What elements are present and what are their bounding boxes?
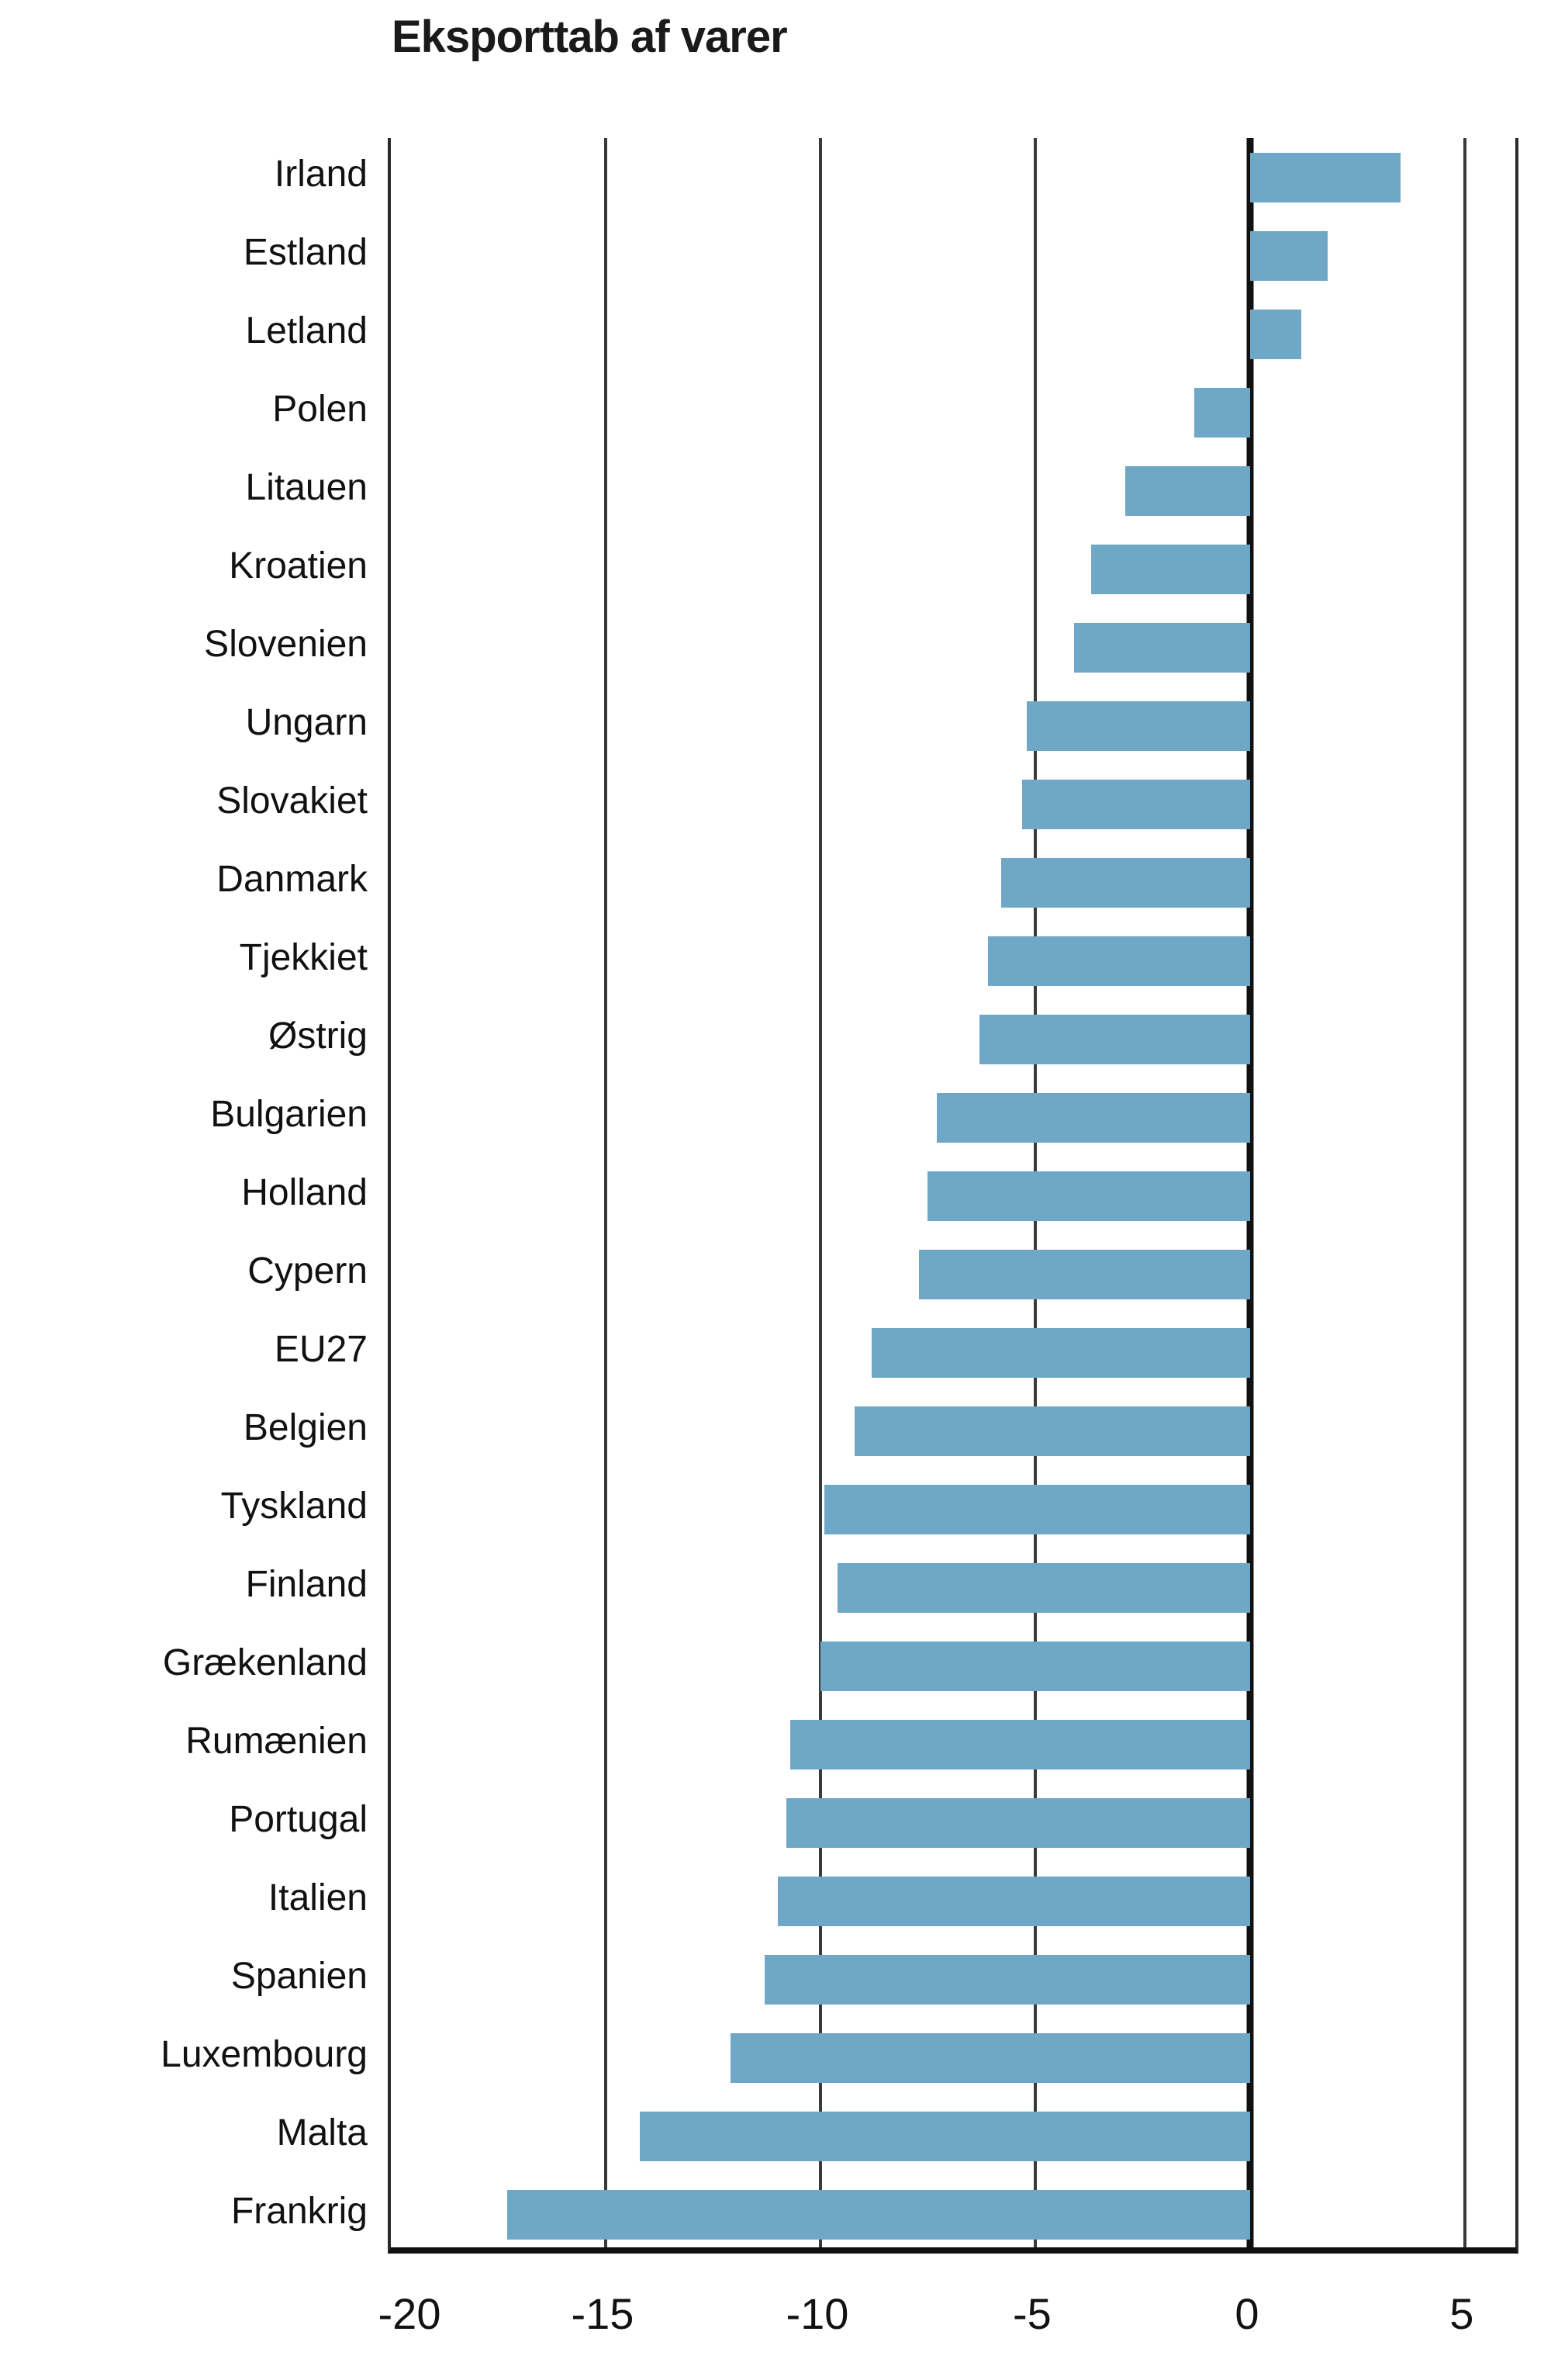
bar <box>1026 701 1250 751</box>
bar-row: Luxembourg <box>161 2019 1515 2097</box>
bar-row: Litauen <box>246 451 1515 530</box>
bar-row: Tjekkiet <box>240 922 1515 1000</box>
category-label: Frankrig <box>230 2190 368 2232</box>
plot-area: Irland Estland Letland Polen Litauen Kroatien… <box>161 138 1518 2254</box>
bar <box>764 1954 1250 2005</box>
bar-row: Finland <box>246 1548 1515 1627</box>
bar <box>838 1562 1250 1613</box>
bar <box>1090 544 1250 594</box>
bar-row: Frankrig <box>231 2175 1515 2254</box>
category-label: Tjekkiet <box>239 936 368 978</box>
bar-row: Slovenien <box>204 608 1515 687</box>
bar-row: Rumænien <box>185 1705 1515 1783</box>
bar-row: Cypern <box>247 1235 1515 1313</box>
gridline <box>1463 138 1466 2247</box>
bar <box>790 1719 1250 1769</box>
bar <box>506 2189 1250 2240</box>
category-label: Spanien <box>230 1955 368 1997</box>
bar-row: Grækenland <box>163 1627 1515 1705</box>
bar-row: EU27 <box>275 1313 1515 1392</box>
x-tick-label: -10 <box>786 2289 849 2338</box>
bar-row: Belgien <box>244 1392 1515 1470</box>
category-label: Ungarn <box>245 701 368 743</box>
bar <box>1000 857 1250 908</box>
x-tick-label: -15 <box>571 2289 634 2338</box>
bar <box>1073 622 1250 673</box>
bar <box>730 2032 1250 2083</box>
bar <box>786 1797 1250 1848</box>
category-label: Finland <box>245 1563 368 1605</box>
category-label: Irland <box>274 153 368 195</box>
bar <box>777 1876 1250 1926</box>
category-label: Holland <box>241 1171 368 1213</box>
x-tick-label: -20 <box>378 2289 441 2338</box>
category-label: Portugal <box>229 1798 368 1840</box>
category-label: EU27 <box>274 1328 368 1370</box>
category-label: Malta <box>276 2112 368 2153</box>
category-label: Østrig <box>268 1015 368 1057</box>
x-tick-label: 0 <box>1235 2289 1259 2338</box>
category-label: Bulgarien <box>210 1093 368 1135</box>
bar <box>640 2111 1250 2161</box>
x-tick-label: -5 <box>1013 2289 1052 2338</box>
bar-row: Østrig <box>268 1000 1515 1078</box>
bar-row: Malta <box>277 2097 1515 2175</box>
bar <box>872 1327 1250 1378</box>
bar <box>820 1641 1250 1691</box>
chart-title: Eksporttab af varer <box>392 12 788 62</box>
bar-row: Estland <box>244 216 1515 295</box>
bar <box>1249 309 1302 359</box>
bar-row: Ungarn <box>246 687 1515 765</box>
category-label: Kroatien <box>229 545 368 586</box>
x-tick-label: 5 <box>1449 2289 1474 2338</box>
bar-row: Irland <box>275 138 1515 216</box>
bar-row: Spanien <box>231 1940 1515 2019</box>
bar <box>1249 152 1401 202</box>
gridline <box>603 138 607 2247</box>
category-label: Slovakiet <box>216 780 368 822</box>
bar-row: Holland <box>241 1157 1515 1235</box>
bar <box>919 1249 1250 1299</box>
category-label: Slovenien <box>204 623 368 665</box>
category-label: Tyskland <box>220 1485 368 1527</box>
bar <box>1022 779 1250 829</box>
bar-row: Italien <box>268 1862 1515 1940</box>
gridline <box>818 138 822 2247</box>
category-label: Luxembourg <box>161 2033 368 2075</box>
category-label: Italien <box>268 1877 368 1918</box>
zero-axis-line <box>1246 138 1254 2247</box>
bar-row: Polen <box>272 373 1515 451</box>
bar <box>824 1484 1250 1534</box>
category-label: Danmark <box>216 858 368 900</box>
bar-row: Tyskland <box>221 1470 1515 1548</box>
category-label: Letland <box>245 310 368 351</box>
category-label: Cypern <box>247 1250 368 1292</box>
category-label: Belgien <box>243 1406 368 1448</box>
bar <box>987 936 1250 986</box>
bar <box>1193 387 1250 438</box>
bar <box>936 1092 1250 1143</box>
bar-row: Slovakiet <box>216 765 1515 843</box>
bar-row: Portugal <box>229 1783 1515 1862</box>
category-label: Polen <box>272 388 368 430</box>
category-label: Rumænien <box>185 1720 368 1762</box>
bar <box>1125 465 1250 516</box>
bar-row: Bulgarien <box>210 1078 1515 1157</box>
bar-row: Letland <box>246 295 1515 373</box>
bar <box>855 1406 1250 1456</box>
bar <box>927 1171 1250 1221</box>
bar-row: Kroatien <box>229 530 1515 608</box>
category-label: Estland <box>243 231 368 273</box>
bar <box>1249 230 1328 281</box>
x-axis-ticks: -20 -15 -10 -5 0 5 <box>378 2288 1518 2351</box>
category-label: Litauen <box>245 466 368 508</box>
category-label: Grækenland <box>162 1641 368 1683</box>
bar-row: Danmark <box>216 843 1515 922</box>
bar <box>979 1014 1250 1064</box>
